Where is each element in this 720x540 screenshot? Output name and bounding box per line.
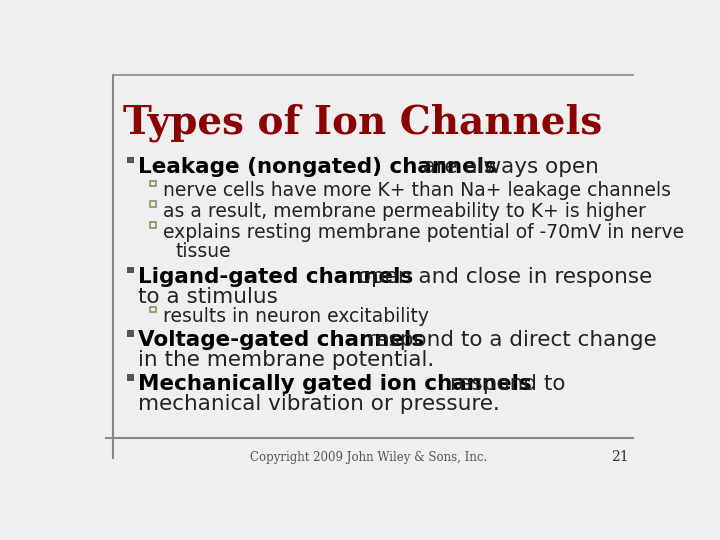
Bar [127,374,134,381]
Bar [127,157,134,164]
Text: open and close in response: open and close in response [351,267,652,287]
Text: Mechanically gated ion channels: Mechanically gated ion channels [138,374,532,394]
Text: to a stimulus: to a stimulus [138,287,278,307]
Text: respond to: respond to [444,374,566,394]
Text: are always open: are always open [416,157,599,177]
Text: in the membrane potential.: in the membrane potential. [138,350,434,370]
Text: tissue: tissue [175,242,231,261]
Text: explains resting membrane potential of -70mV in nerve: explains resting membrane potential of -… [163,222,684,242]
Text: Types of Ion Channels: Types of Ion Channels [122,103,602,142]
Bar [150,201,156,207]
Text: Ligand-gated channels: Ligand-gated channels [138,267,413,287]
Text: 21: 21 [611,450,629,464]
Text: respond to a direct change: respond to a direct change [360,330,657,350]
Bar [150,307,156,312]
Text: as a result, membrane permeability to K+ is higher: as a result, membrane permeability to K+… [163,202,646,221]
Bar [150,181,156,186]
Text: mechanical vibration or pressure.: mechanical vibration or pressure. [138,394,500,414]
Text: nerve cells have more K+ than Na+ leakage channels: nerve cells have more K+ than Na+ leakag… [163,181,671,200]
Bar [150,222,156,228]
Bar [127,330,134,336]
Text: results in neuron excitability: results in neuron excitability [163,307,429,326]
Text: Copyright 2009 John Wiley & Sons, Inc.: Copyright 2009 John Wiley & Sons, Inc. [251,451,487,464]
Text: Voltage-gated channels: Voltage-gated channels [138,330,424,350]
Text: Leakage (nongated) channels: Leakage (nongated) channels [138,157,497,177]
Bar [127,267,134,273]
